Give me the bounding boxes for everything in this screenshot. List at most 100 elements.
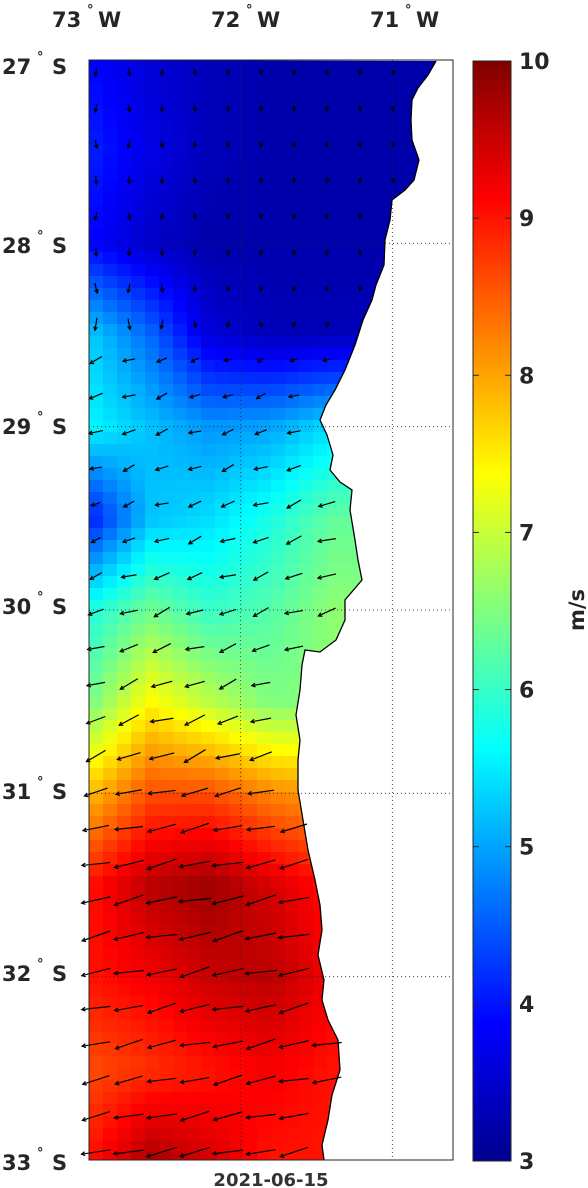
wind-arrow: [221, 500, 235, 508]
wind-arrow: [91, 536, 101, 544]
wind-arrow: [217, 715, 239, 725]
wind-arrow-head: [321, 357, 328, 363]
wind-arrow-head: [159, 251, 165, 257]
wind-arrow-head: [178, 936, 184, 942]
wind-arrow: [246, 1075, 276, 1085]
wind-arrow-head: [357, 142, 363, 148]
wind-arrow-head: [211, 862, 217, 868]
wind-arrow-head: [93, 252, 99, 258]
wind-arrow: [190, 357, 200, 363]
wind-arrow-head: [126, 215, 132, 221]
wind-arrow-head: [93, 180, 99, 186]
wind-arrow: [222, 464, 234, 472]
wind-arrow: [81, 930, 111, 942]
wind-arrow: [147, 1077, 177, 1083]
wind-arrow-head: [221, 431, 227, 436]
wind-arrow: [278, 967, 310, 977]
wind-arrow-head: [187, 503, 193, 508]
wind-arrow-head: [113, 936, 119, 942]
wind-arrow: [245, 1004, 277, 1012]
svg-text:°: °: [405, 3, 412, 18]
wind-arrow: [89, 392, 103, 400]
wind-arrow-head: [155, 431, 161, 436]
date-label: 2021-06-15: [213, 1170, 328, 1188]
wind-arrow: [180, 1146, 210, 1158]
svg-text:W: W: [416, 8, 439, 32]
wind-arrow-head: [211, 1006, 217, 1012]
wind-arrow-head: [245, 1151, 251, 1157]
wind-arrow: [220, 537, 236, 543]
wind-arrow-head: [148, 755, 154, 761]
wind-arrow: [82, 1041, 110, 1047]
wind-arrow-head: [390, 106, 396, 112]
wind-arrow-head: [152, 648, 158, 654]
wind-arrow: [180, 1041, 210, 1047]
wind-arrow-head: [80, 862, 86, 868]
wind-arrow-head: [289, 357, 295, 363]
wind-arrow-head: [179, 973, 185, 979]
colorbar-tick-label: 6: [519, 679, 534, 704]
svg-text:°: °: [37, 50, 44, 65]
wind-arrow-head: [324, 322, 330, 328]
wind-arrow-head: [291, 142, 297, 148]
wind-arrow: [118, 714, 140, 726]
wind-arrow-head: [258, 250, 264, 256]
wind-arrow-head: [146, 1009, 153, 1015]
colorbar-ticks: [473, 60, 511, 1162]
wind-arrow-head: [145, 1153, 151, 1159]
wind-arrow-head: [93, 215, 99, 222]
wind-arrow-head: [277, 934, 283, 940]
wind-arrow: [318, 500, 336, 508]
wind-arrow-head: [212, 1043, 218, 1049]
wind-arrow-head: [244, 970, 250, 976]
wind-arrow-head: [147, 790, 153, 796]
svg-text:S: S: [52, 1151, 67, 1175]
wind-arrow-head: [153, 575, 159, 581]
wind-arrow: [257, 357, 265, 363]
wind-arrow-head: [286, 430, 292, 436]
wind-arrow-head: [278, 1009, 284, 1015]
svg-text:°: °: [37, 775, 44, 790]
wind-arrow: [153, 606, 171, 618]
wind-arrow: [86, 681, 106, 687]
wind-arrow-head: [126, 179, 132, 185]
lon-tick-label-72: 72 ° W: [211, 3, 280, 32]
wind-arrow: [155, 502, 169, 506]
wind-arrow-head: [245, 1045, 251, 1051]
wind-arrow: [246, 1038, 276, 1050]
wind-arrow: [160, 319, 164, 329]
colorbar-tick-labels: 3 4 5 6 7 8 9 10: [519, 50, 550, 1175]
wind-arrow-head: [179, 1117, 185, 1123]
wind-arrow-head: [192, 107, 198, 113]
wind-arrow: [179, 931, 211, 941]
wind-arrow: [180, 1076, 210, 1084]
wind-arrow: [154, 572, 170, 580]
wind-arrow: [160, 284, 164, 292]
wind-arrow: [284, 645, 304, 651]
wind-arrow-head: [177, 898, 183, 904]
svg-text:S: S: [52, 415, 67, 439]
wind-arrow-head: [285, 540, 291, 545]
wind-arrow-head: [324, 250, 330, 256]
svg-text:72: 72: [211, 8, 240, 32]
wind-arrow-head: [225, 106, 231, 113]
wind-arrow: [119, 678, 139, 690]
wind-arrow: [284, 609, 304, 615]
wind-arrow: [317, 573, 337, 579]
wind-arrow-head: [245, 901, 251, 907]
wind-arrow-head: [249, 718, 255, 724]
wind-arrow-head: [252, 539, 258, 544]
wind-arrow: [151, 680, 173, 688]
wind-arrow-head: [80, 937, 87, 943]
wind-arrow: [216, 753, 240, 759]
wind-arrow: [180, 1110, 210, 1122]
wind-arrow: [285, 572, 303, 580]
wind-arrow: [146, 896, 178, 904]
wind-arrow-head: [192, 70, 198, 77]
wind-arrow: [249, 751, 273, 761]
wind-arrow: [179, 860, 211, 868]
wind-arrow-head: [112, 1151, 118, 1156]
wind-arrow: [115, 1075, 143, 1085]
wind-arrow: [115, 789, 143, 795]
lon-tick-label-71: 71 ° W: [370, 3, 439, 32]
